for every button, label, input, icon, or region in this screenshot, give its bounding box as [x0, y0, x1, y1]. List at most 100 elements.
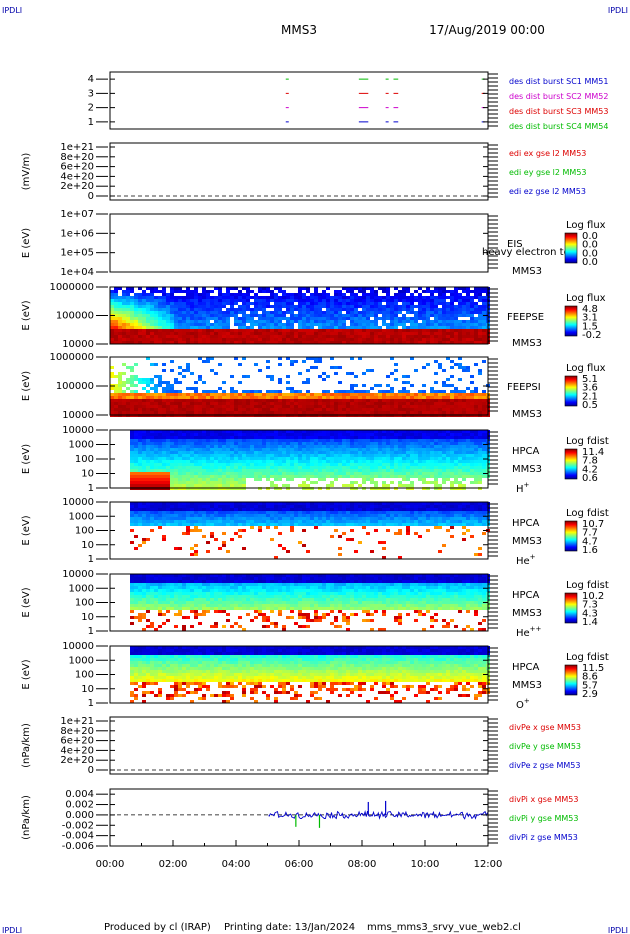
spectrogram-cell [250, 442, 254, 445]
spectrogram-cell [138, 302, 142, 305]
spectrogram-cell [378, 299, 382, 302]
spectrogram-cell [342, 335, 346, 338]
spectrogram-cell [454, 478, 458, 481]
spectrogram-cell [282, 442, 286, 445]
spectrogram-cell [394, 378, 398, 381]
legend-entry: edi ex gse l2 MM53 [509, 149, 586, 158]
spectrogram-cell [170, 320, 174, 323]
spectrogram-cell [214, 372, 218, 375]
spectrogram-cell [226, 475, 230, 478]
spectrogram-cell [370, 402, 374, 405]
spectrogram-cell [446, 463, 450, 466]
legend-entry: des dist burst SC1 MM51 [509, 77, 608, 86]
spectrogram-cell [270, 520, 274, 523]
spectrogram-cell [118, 311, 122, 314]
spectrogram-cell [138, 445, 142, 448]
spectrogram-cell [402, 390, 406, 393]
spectrogram-cell [362, 445, 366, 448]
spectrogram-cell [374, 399, 378, 402]
spectrogram-cell [358, 314, 362, 317]
spectrogram-cell [306, 396, 310, 399]
spectrogram-cell [214, 439, 218, 442]
spectrogram-cell [214, 478, 218, 481]
spectrogram-cell [198, 478, 202, 481]
spectrogram-cell [114, 387, 118, 390]
spectrogram-cell [218, 451, 222, 454]
spectrogram-cell [422, 402, 426, 405]
spectrogram-cell [142, 305, 146, 308]
spectrogram-cell [158, 454, 162, 457]
spectrogram-cell [162, 454, 166, 457]
spectrogram-cell [382, 317, 386, 320]
spectrogram-cell [358, 466, 362, 469]
spectrogram-cell [466, 302, 470, 305]
spectrogram-cell [206, 472, 210, 475]
spectrogram-cell [210, 430, 214, 433]
y-tick-label: 1e+06 [60, 228, 94, 239]
spectrogram-cell [110, 396, 114, 399]
spectrogram-cell [222, 296, 226, 299]
spectrogram-cell [470, 311, 474, 314]
spectrogram-cell [450, 469, 454, 472]
spectrogram-cell [286, 387, 290, 390]
spectrogram-cell [234, 317, 238, 320]
overlay-text: heavy electron to [482, 247, 570, 258]
spectrogram-cell [170, 390, 174, 393]
spectrogram-cell [310, 320, 314, 323]
spectrogram-cell [162, 302, 166, 305]
spectrogram-cell [202, 535, 206, 538]
spectrogram-cell [230, 302, 234, 305]
spectrogram-cell [154, 311, 158, 314]
spectrogram-cell [278, 451, 282, 454]
spectrogram-cell [114, 399, 118, 402]
spectrogram-cell [390, 472, 394, 475]
spectrogram-cell [478, 463, 482, 466]
spectrogram-cell [298, 451, 302, 454]
spectrogram-cell [422, 439, 426, 442]
spectrogram-cell [182, 436, 186, 439]
spectrogram-cell [330, 402, 334, 405]
spectrogram-cell [446, 457, 450, 460]
spectrogram-cell [310, 472, 314, 475]
spectrogram-cell [202, 430, 206, 433]
spectrogram-cell [422, 433, 426, 436]
spectrogram-cell [262, 436, 266, 439]
spectrogram-cell [314, 475, 318, 478]
spectrogram-cell [226, 411, 230, 414]
spectrogram-cell [114, 293, 118, 296]
spectrogram-cell [238, 296, 242, 299]
spectrogram-cell [250, 329, 254, 332]
spectrogram-cell [398, 308, 402, 311]
spectrogram-cell [466, 287, 470, 290]
spectrogram-cell [142, 338, 146, 341]
spectrogram-cell [374, 448, 378, 451]
spectrogram-cell [146, 505, 150, 508]
spectrogram-cell [290, 451, 294, 454]
spectrogram-cell [150, 514, 154, 517]
spectrogram-cell [306, 457, 310, 460]
spectrogram-cell [286, 326, 290, 329]
spectrogram-cell [466, 442, 470, 445]
spectrogram-cell [478, 299, 482, 302]
spectrogram-cell [454, 405, 458, 408]
spectrogram-cell [122, 408, 126, 411]
spectrogram-cell [470, 326, 474, 329]
spectrogram-cell [294, 460, 298, 463]
spectrogram-cell [314, 436, 318, 439]
spectrogram-cell [130, 290, 134, 293]
spectrogram-cell [170, 460, 174, 463]
spectrogram-cell [210, 299, 214, 302]
spectrogram-cell [142, 393, 146, 396]
spectrogram-cell [198, 514, 202, 517]
spectrogram-cell [142, 469, 146, 472]
spectrogram-cell [418, 402, 422, 405]
spectrogram-cell [370, 451, 374, 454]
spectrogram-cell [250, 517, 254, 520]
spectrogram-cell [470, 335, 474, 338]
spectrogram-cell [238, 332, 242, 335]
spectrogram-cell [482, 430, 486, 433]
spectrogram-cell [250, 472, 254, 475]
spectrogram-cell [242, 402, 246, 405]
spectrogram-cell [130, 381, 134, 384]
spectrogram-cell [478, 481, 482, 484]
